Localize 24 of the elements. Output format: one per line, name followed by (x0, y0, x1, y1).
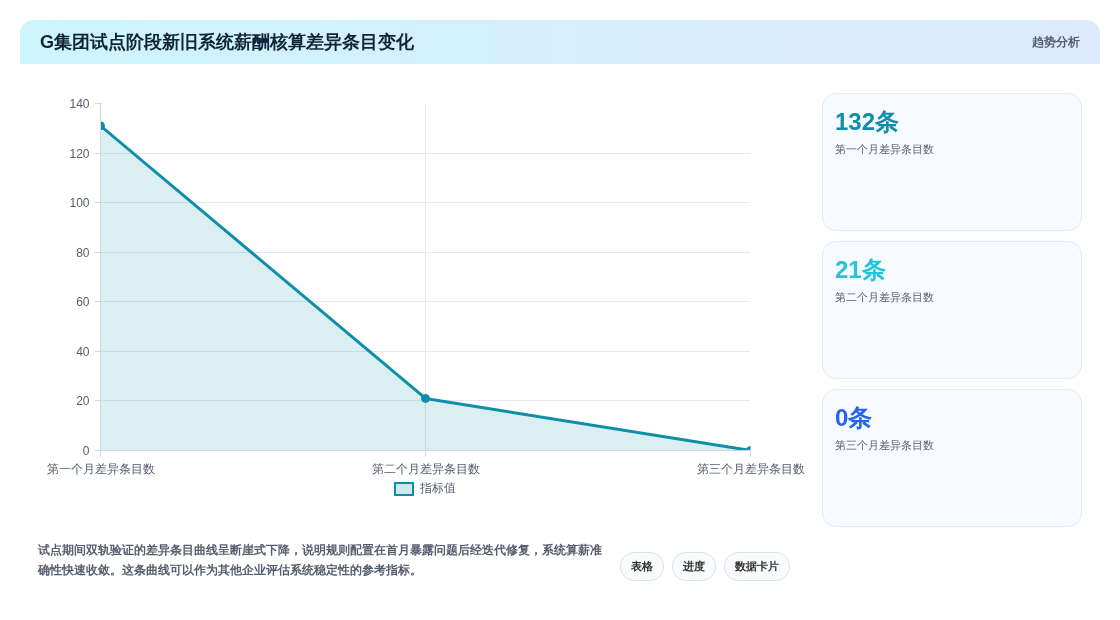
text: 试点期间双轨验证的差异条目曲线呈断崖式下降，说明规则配置在首月暴露问题后经迭代修复，系统算薪准确性快速收敛。这条曲线可以作为其他企业评估系统稳定性的参考指标。 (38, 542, 603, 579)
text: 数据卡片 (724, 552, 790, 581)
x-tick-label: 第一个月差异条目数 (46, 461, 155, 476)
text: 第一个月差异条目数 (835, 142, 935, 157)
text: 趋势分析 (1032, 33, 1080, 51)
text: 第三个月差异条目数 (835, 438, 935, 453)
text: 表格 (620, 552, 664, 581)
x-tick-label: 第三个月差异条目数 (696, 461, 805, 476)
y-tick-label: 0 (82, 444, 90, 458)
text: 0条 (835, 403, 874, 433)
text: 132条 (835, 107, 901, 137)
text: 第二个月差异条目数 (835, 290, 935, 305)
legend-label: 指标值 (419, 480, 456, 497)
x-tick-label: 第二个月差异条目数 (371, 461, 480, 476)
y-tick-label: 20 (76, 394, 90, 409)
y-tick-label: 100 (69, 196, 90, 211)
chart-title: G集团试点阶段新旧系统薪酬核算差异条目变化 (40, 31, 415, 54)
y-tick-label: 60 (76, 295, 90, 310)
y-tick-label: 120 (69, 146, 90, 161)
y-tick-label: 80 (76, 245, 90, 260)
y-tick-label: 140 (69, 97, 90, 111)
text: 21条 (835, 255, 887, 285)
y-tick-label: 40 (76, 344, 90, 359)
text: 进度 (672, 552, 716, 581)
